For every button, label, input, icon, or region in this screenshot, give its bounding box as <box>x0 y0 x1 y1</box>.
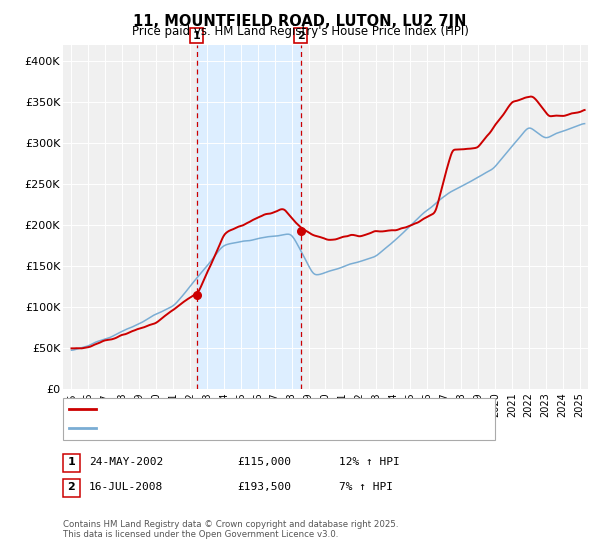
Text: 11, MOUNTFIELD ROAD, LUTON, LU2 7JN (semi-detached house): 11, MOUNTFIELD ROAD, LUTON, LU2 7JN (sem… <box>100 404 420 414</box>
Text: £115,000: £115,000 <box>237 457 291 467</box>
Text: £193,500: £193,500 <box>237 482 291 492</box>
Text: 12% ↑ HPI: 12% ↑ HPI <box>339 457 400 467</box>
Text: 1: 1 <box>68 457 75 467</box>
Text: HPI: Average price, semi-detached house, Luton: HPI: Average price, semi-detached house,… <box>100 423 340 433</box>
Bar <box>197 45 301 389</box>
Text: 16-JUL-2008: 16-JUL-2008 <box>89 482 163 492</box>
Text: 2: 2 <box>68 482 75 492</box>
Text: 24-MAY-2002: 24-MAY-2002 <box>89 457 163 467</box>
Text: Contains HM Land Registry data © Crown copyright and database right 2025.: Contains HM Land Registry data © Crown c… <box>63 520 398 529</box>
Text: 7% ↑ HPI: 7% ↑ HPI <box>339 482 393 492</box>
Text: 11, MOUNTFIELD ROAD, LUTON, LU2 7JN: 11, MOUNTFIELD ROAD, LUTON, LU2 7JN <box>133 14 467 29</box>
Text: This data is licensed under the Open Government Licence v3.0.: This data is licensed under the Open Gov… <box>63 530 338 539</box>
Text: Price paid vs. HM Land Registry's House Price Index (HPI): Price paid vs. HM Land Registry's House … <box>131 25 469 38</box>
Text: 1: 1 <box>193 31 200 41</box>
Text: 2: 2 <box>297 31 305 41</box>
